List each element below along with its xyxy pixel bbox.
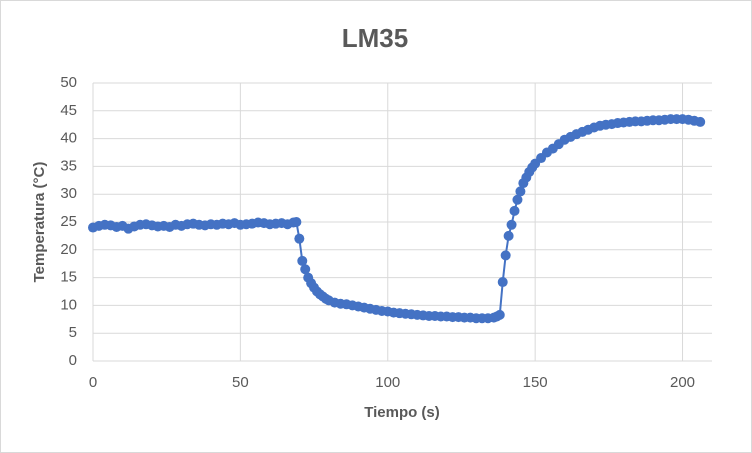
data-point	[300, 264, 311, 275]
y-tick-label: 45	[60, 102, 77, 119]
data-point	[515, 186, 526, 197]
y-tick-label: 35	[60, 157, 77, 174]
data-point	[509, 205, 520, 216]
y-tick-label: 20	[60, 241, 77, 258]
data-point	[512, 194, 523, 205]
data-point	[503, 230, 514, 241]
data-point	[695, 116, 706, 127]
x-axis-title: Tiempo (s)	[364, 404, 440, 421]
x-tick-label: 100	[375, 374, 400, 391]
y-tick-label: 25	[60, 213, 77, 230]
chart-title: LM35	[342, 23, 408, 53]
x-tick-label: 200	[670, 374, 695, 391]
data-point	[494, 309, 505, 320]
data-point	[506, 219, 517, 230]
y-tick-label: 15	[60, 269, 77, 286]
x-tick-label: 0	[89, 374, 97, 391]
data-point	[500, 250, 511, 261]
x-tick-label: 150	[523, 374, 548, 391]
y-tick-label: 40	[60, 130, 77, 147]
x-tick-label: 50	[232, 374, 249, 391]
y-tick-label: 10	[60, 296, 77, 313]
data-point	[291, 217, 302, 227]
y-tick-label: 0	[69, 352, 77, 369]
y-axis-title: Temperatura (°C)	[31, 162, 48, 283]
y-tick-label: 5	[69, 324, 77, 341]
data-point	[297, 255, 308, 266]
data-point	[294, 233, 305, 244]
y-tick-label: 50	[60, 74, 77, 91]
y-tick-label: 30	[60, 185, 77, 202]
data-point	[497, 277, 508, 288]
